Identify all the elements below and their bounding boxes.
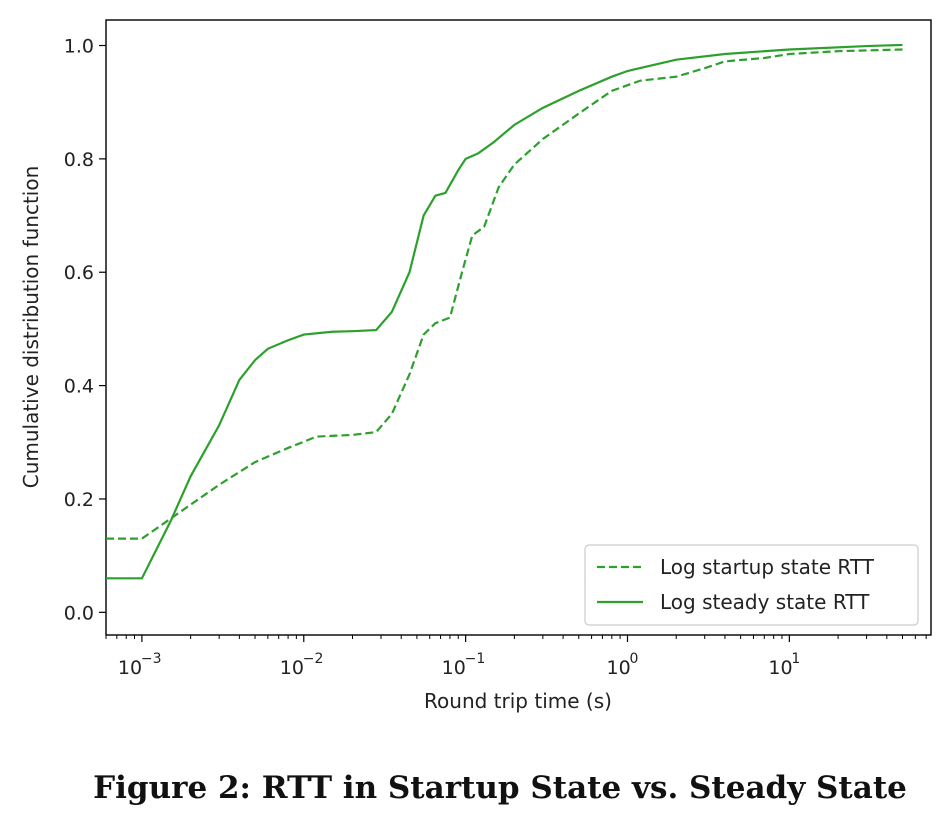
legend-label-startup-state: Log startup state RTT [660, 555, 875, 579]
x-tick-label-base: 10 [442, 657, 466, 679]
y-axis-ticks: 0.0 0.2 0.4 0.6 0.8 1.0 [64, 36, 106, 624]
y-tick-label: 0.0 [64, 602, 94, 624]
x-tick-label-exponent: −2 [303, 651, 324, 667]
figure-caption: Figure 2: RTT in Startup State vs. Stead… [93, 770, 907, 806]
x-tick-label-base: 10 [280, 657, 304, 679]
x-tick-label-exponent: −3 [141, 651, 162, 667]
x-tick-label: 10−2 [280, 651, 324, 679]
legend-label-steady-state: Log steady state RTT [660, 590, 870, 614]
x-tick-label-base: 10 [118, 657, 142, 679]
x-axis-ticks: 10−3 10−2 10−1 100 101 [118, 635, 800, 679]
plot-area-frame [105, 19, 932, 636]
series-line-startup-state [106, 48, 903, 540]
x-tick-label: 101 [768, 651, 800, 679]
x-tick-label-exponent: 0 [629, 651, 638, 667]
x-tick-label-exponent: −1 [465, 651, 486, 667]
y-tick-label: 0.4 [64, 376, 94, 398]
y-tick-label: 0.8 [64, 149, 94, 171]
y-tick-label: 1.0 [64, 36, 94, 58]
x-tick-label-exponent: 1 [791, 651, 800, 667]
x-axis-minor-ticks [105, 635, 927, 639]
x-tick-label: 10−1 [442, 651, 486, 679]
x-axis-label: Round trip time (s) [424, 689, 612, 713]
series-line-steady-state [106, 43, 903, 580]
y-axis-label: Cumulative distribution function [19, 166, 43, 489]
y-tick-label: 0.6 [64, 262, 94, 284]
x-tick-label-base: 10 [768, 657, 792, 679]
x-tick-label: 100 [606, 651, 638, 679]
legend: Log startup state RTT Log steady state R… [584, 544, 919, 626]
y-tick-label: 0.2 [64, 489, 94, 511]
legend-box [584, 544, 919, 626]
x-tick-label-base: 10 [606, 657, 630, 679]
x-tick-label: 10−3 [118, 651, 162, 679]
